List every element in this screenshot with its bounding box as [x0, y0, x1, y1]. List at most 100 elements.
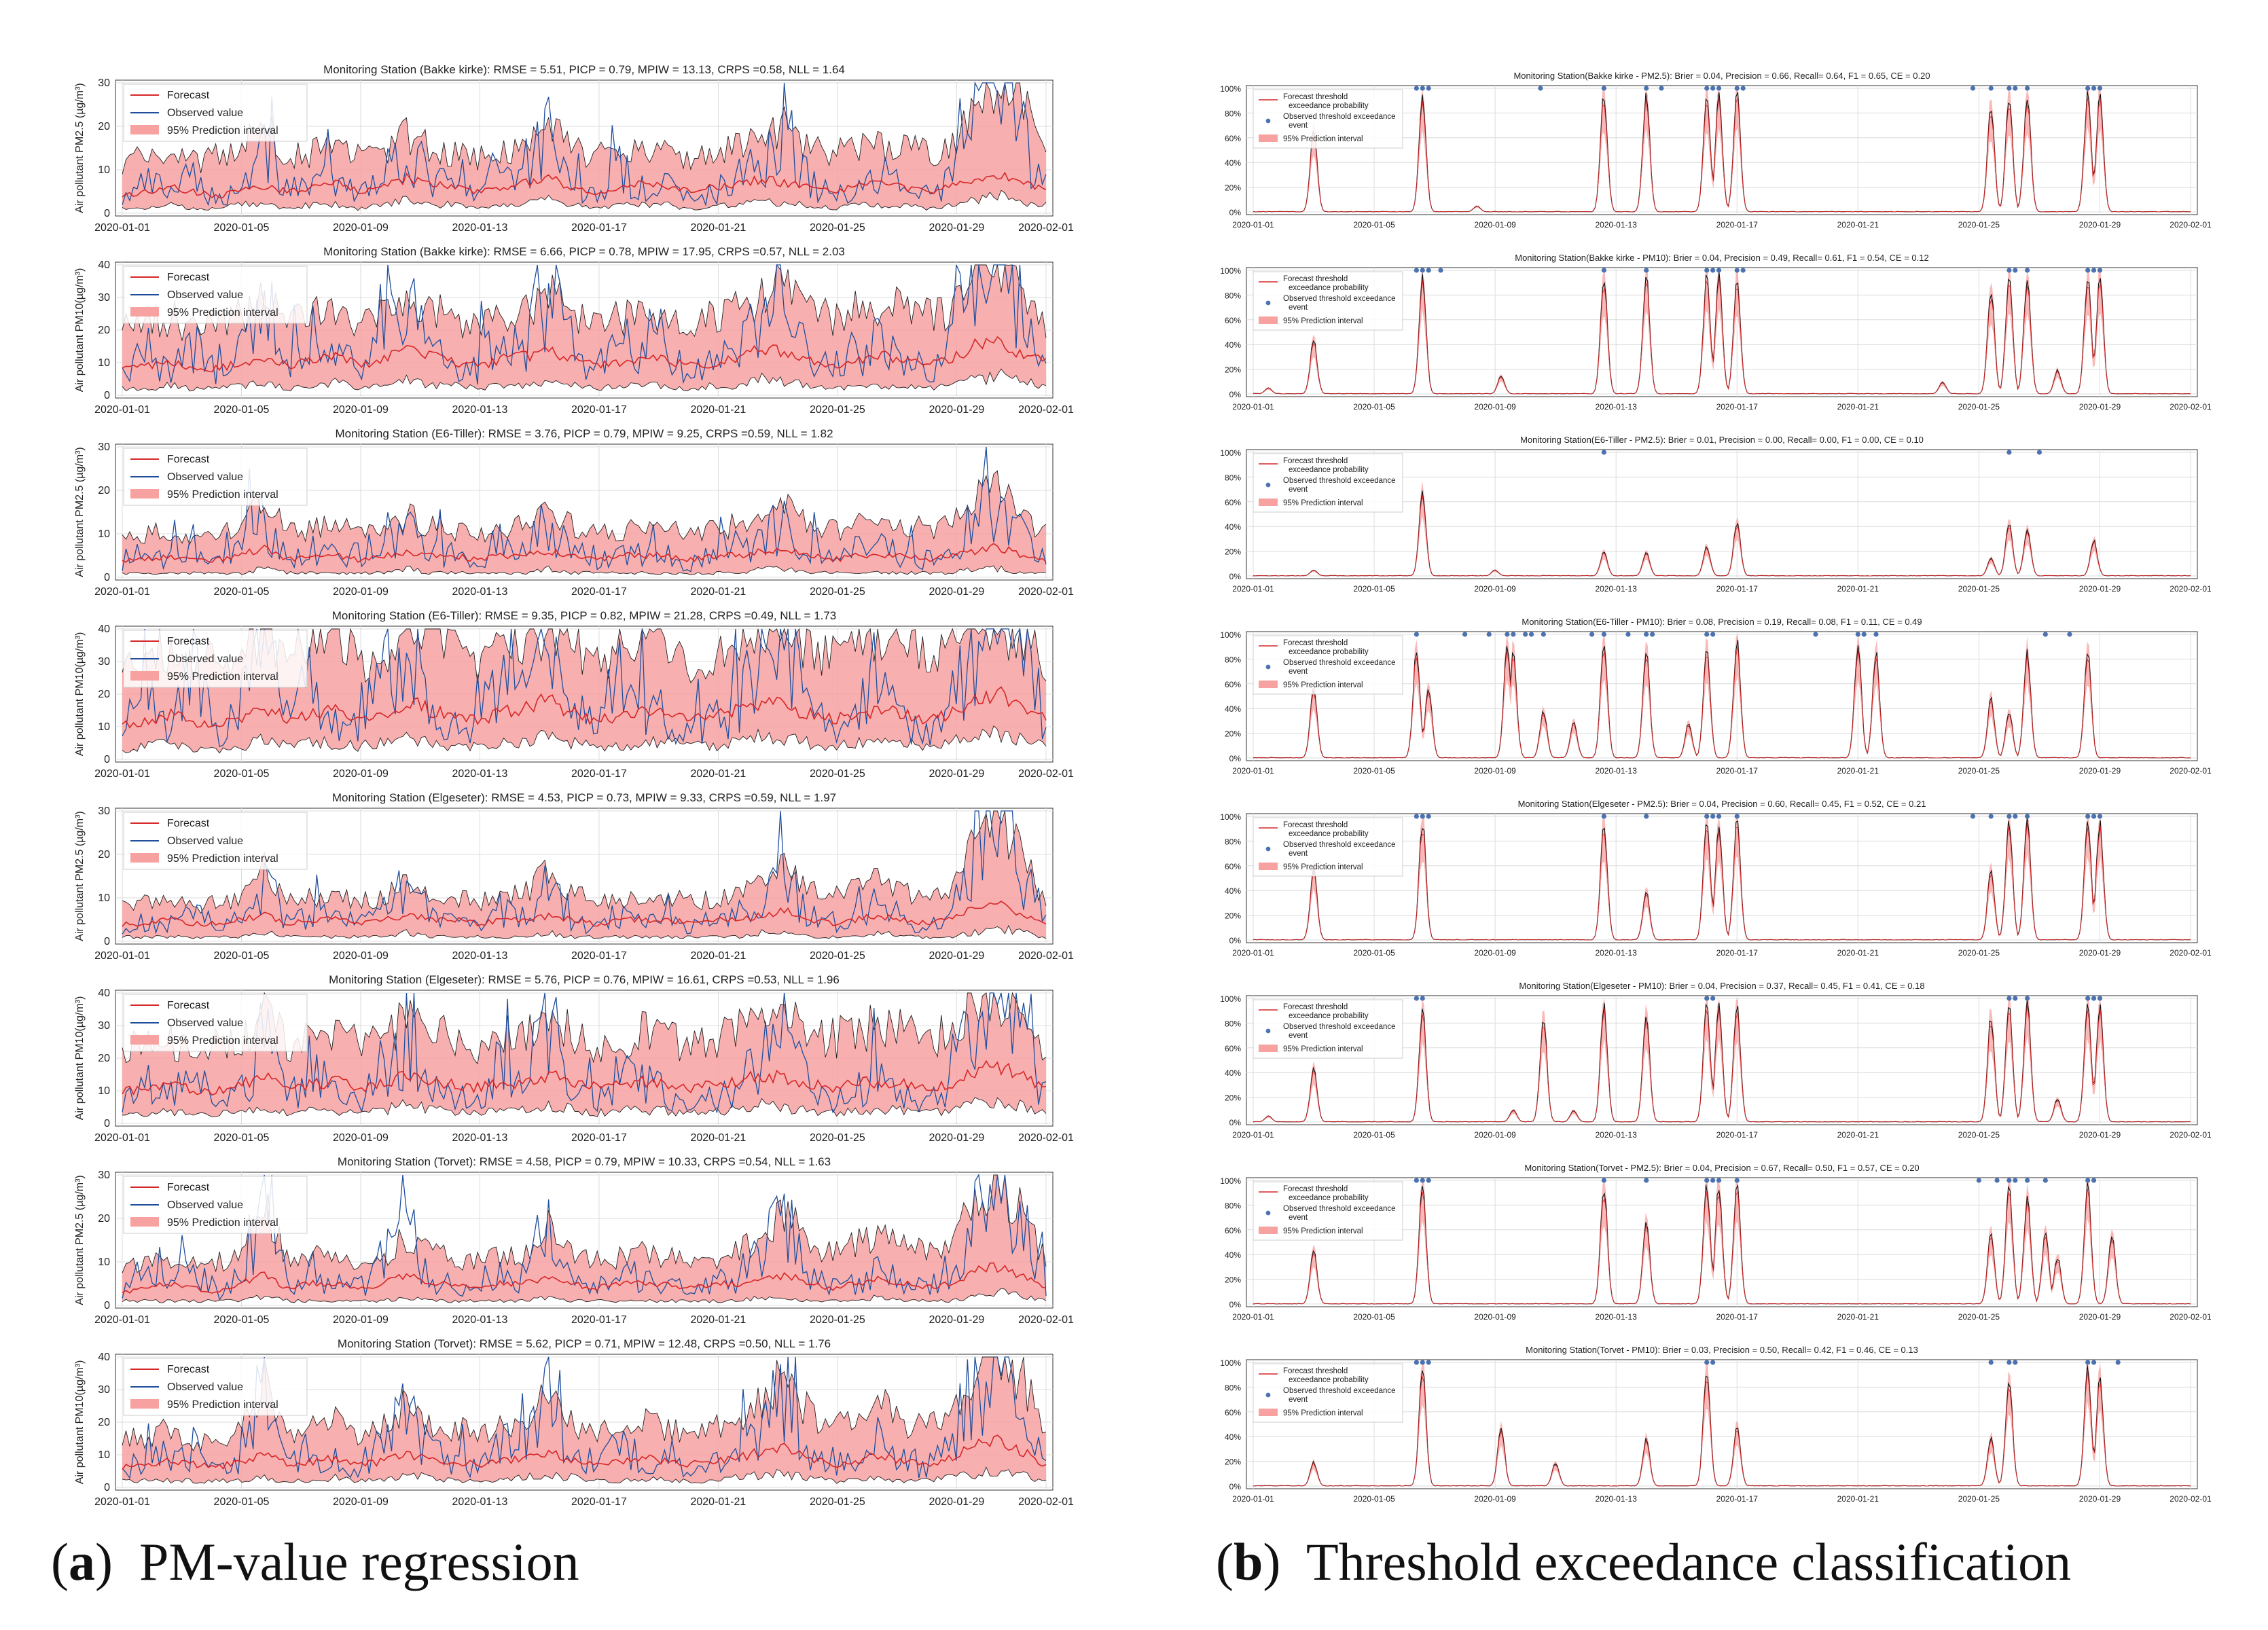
legend-label: Forecast threshold	[1283, 1367, 1348, 1375]
interval-upper-edge	[122, 1174, 1047, 1273]
x-tick-label: 2020-01-05	[214, 222, 270, 234]
observed-event-point	[2006, 1178, 2012, 1183]
y-tick-label: 20%	[1225, 1457, 1241, 1467]
observed-event-point	[1462, 632, 1468, 637]
interval-upper-edge	[122, 1356, 1047, 1452]
x-tick-label: 2020-01-09	[333, 950, 389, 962]
observed-event-point	[2091, 996, 2097, 1001]
observed-event-point	[1644, 814, 1649, 819]
observed-event-point	[1644, 268, 1649, 273]
x-tick-label: 2020-01-05	[214, 404, 270, 416]
legend-label: Observed threshold exceedance	[1283, 1205, 1396, 1213]
x-tick-label: 2020-01-25	[810, 1496, 865, 1508]
forecast-probability-line	[1253, 823, 2191, 941]
observed-event-point	[1511, 632, 1516, 637]
observed-event-point	[1716, 268, 1722, 273]
x-tick-label: 2020-01-21	[1837, 584, 1879, 594]
x-tick-label: 2020-01-13	[1595, 402, 1637, 412]
y-tick-label: 60%	[1225, 1408, 1241, 1417]
legend-label: exceedance probability	[1289, 102, 1369, 110]
observed-event-point	[2042, 632, 2048, 637]
x-tick-label: 2020-01-13	[1595, 1494, 1637, 1504]
observed-event-point	[1970, 86, 1976, 91]
x-tick-label: 2020-01-09	[1474, 1312, 1516, 1322]
observed-event-point	[1601, 268, 1606, 273]
legend: Forecast Observed value 95% Prediction int…	[123, 812, 308, 870]
chart-title: Monitoring Station(Bakke kirke - PM2.5):…	[1513, 71, 1930, 81]
x-tick-label: 2020-02-01	[1018, 586, 1074, 598]
y-tick-label: 100%	[1220, 1176, 1241, 1186]
x-tick-label: 2020-01-13	[1595, 948, 1637, 958]
y-tick-label: 30	[98, 441, 110, 453]
y-tick-label: 0	[104, 754, 110, 765]
prediction-interval-band	[1253, 270, 2191, 394]
legend-swatch-interval	[130, 1035, 159, 1045]
x-tick-label: 2020-02-01	[2170, 948, 2212, 958]
legend: Forecast Observed value 95% Prediction int…	[123, 1358, 308, 1416]
y-tick-label: 0%	[1229, 936, 1242, 945]
chart-title: Monitoring Station(Elgeseter - PM10): Br…	[1519, 981, 1924, 991]
x-tick-label: 2020-01-13	[1595, 584, 1637, 594]
observed-series-line	[122, 264, 1047, 385]
legend-label: Observed value	[167, 1199, 243, 1211]
legend-label: Observed value	[167, 289, 243, 301]
y-tick-label: 0%	[1229, 1482, 1242, 1491]
legend-swatch-event	[1265, 664, 1271, 670]
prediction-interval-band	[122, 811, 1046, 939]
observed-event-point	[1740, 268, 1746, 273]
chart-b-6: Monitoring Station(Torvet - PM2.5): Brie…	[1220, 1163, 2212, 1322]
observed-event-point	[1734, 268, 1740, 273]
forecast-series-line	[122, 1262, 1047, 1294]
y-tick-label: 20	[98, 849, 110, 861]
observed-event-point	[2091, 814, 2097, 819]
y-tick-label: 10	[98, 1085, 110, 1097]
forecast-series-line	[122, 901, 1047, 927]
x-tick-label: 2020-01-29	[2079, 1312, 2121, 1322]
interval-lower-edge	[122, 1097, 1047, 1118]
y-tick-label: 40	[98, 988, 110, 999]
observed-event-point	[2025, 814, 2030, 819]
legend-label: exceedance probability	[1289, 648, 1369, 656]
x-tick-label: 2020-02-01	[1018, 1314, 1074, 1326]
observed-event-point	[1420, 86, 1425, 91]
legend-box	[1253, 635, 1403, 695]
x-tick-label: 2020-02-01	[1018, 222, 1074, 234]
x-tick-label: 2020-01-25	[810, 586, 865, 598]
x-tick-label: 2020-01-09	[333, 222, 389, 234]
x-tick-label: 2020-02-01	[2170, 220, 2212, 230]
legend-swatch-event	[1265, 846, 1271, 852]
legend: Forecast Observed value 95% Prediction int…	[123, 448, 308, 506]
x-tick-label: 2020-01-09	[333, 1314, 389, 1326]
x-tick-label: 2020-01-25	[1958, 1130, 2000, 1140]
x-tick-label: 2020-01-21	[1837, 766, 1879, 776]
legend-swatch-interval	[1259, 1227, 1278, 1234]
x-tick-label: 2020-01-05	[1353, 948, 1395, 958]
y-tick-label: 10	[98, 528, 110, 540]
legend: Forecast Observed value 95% Prediction int…	[123, 994, 308, 1052]
chart-b-5: Monitoring Station(Elgeseter - PM10): Br…	[1220, 981, 2212, 1140]
x-tick-label: 2020-01-13	[452, 222, 508, 234]
forecast-probability-line	[1253, 645, 2191, 759]
y-tick-label: 20%	[1225, 1275, 1241, 1285]
legend-swatch-event	[1265, 1028, 1271, 1034]
axes-frame	[1246, 1359, 2198, 1489]
x-tick-label: 2020-01-29	[929, 586, 984, 598]
observed-event-point	[1704, 996, 1710, 1001]
observed-event-point	[1734, 1178, 1740, 1183]
x-tick-label: 2020-01-13	[1595, 1312, 1637, 1322]
x-tick-label: 2020-01-01	[1232, 948, 1274, 958]
legend-label: exceedance probability	[1289, 1012, 1369, 1020]
observed-event-point	[1420, 1360, 1425, 1365]
legend: Forecast Observed value 95% Prediction int…	[123, 84, 308, 142]
x-tick-label: 2020-01-13	[452, 1132, 508, 1144]
legend-label: Forecast	[167, 1000, 210, 1011]
x-tick-label: 2020-01-29	[929, 404, 984, 416]
prediction-interval-band	[1253, 88, 2191, 212]
observed-event-point	[2006, 450, 2012, 455]
y-tick-label: 0%	[1229, 754, 1242, 763]
figure: Monitoring Station (Bakke kirke): RMSE =…	[74, 63, 2212, 1508]
x-tick-label: 2020-01-09	[333, 1132, 389, 1144]
y-tick-label: 20	[98, 689, 110, 700]
observed-series-line	[122, 1356, 1047, 1479]
